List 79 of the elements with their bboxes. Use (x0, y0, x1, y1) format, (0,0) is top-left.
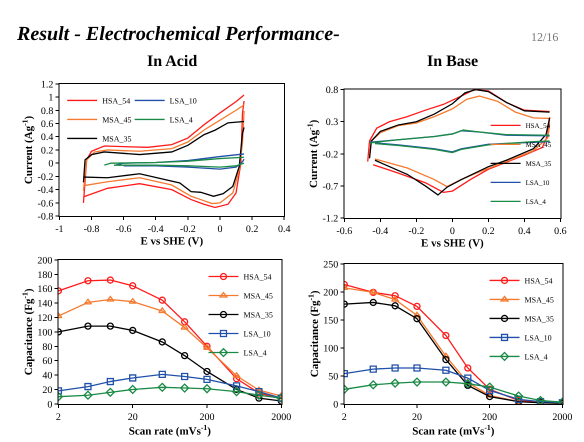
x-tick-label: 20 (412, 412, 422, 423)
legend-label: HSA_54 (102, 96, 130, 106)
x-tick-label: -0.2 (408, 226, 424, 238)
x-tick-label: -0.6 (116, 224, 132, 236)
legend-label: MSA_45 (102, 116, 132, 125)
y-tick-label: 0.6 (40, 118, 54, 130)
x-tick-label: 200 (482, 412, 498, 423)
y-tick-label: 120 (37, 312, 52, 324)
x-axis-title: Scan rate (mVs$^{-1}$) (128, 422, 212, 438)
x-tick-label: 200 (200, 412, 215, 423)
y-tick-label: 80 (42, 342, 52, 353)
y-tick-label: -0.4 (38, 185, 54, 196)
y-tick-label: 0.2 (40, 145, 54, 156)
x-tick-label: 2 (56, 412, 61, 423)
x-axis-title: E vs SHE (V) (421, 237, 484, 250)
y-tick-label: 250 (323, 259, 338, 270)
y-tick-label: 0.4 (40, 132, 54, 144)
y-tick-label: 180 (37, 270, 52, 281)
x-tick-label: -0.4 (372, 226, 388, 238)
text: Result - Electrochemical Performance- (16, 23, 340, 45)
x-tick-label: 0 (217, 224, 222, 236)
y-tick-label: -0.8 (38, 212, 54, 223)
legend-label: HSA_54 (243, 272, 272, 282)
y-tick-label: 50 (328, 371, 338, 382)
legend-label: MSA_35 (524, 314, 554, 324)
y-tick-label: -0.7 (322, 181, 338, 192)
x-tick-label: 20 (128, 412, 138, 423)
x-tick-label: -0.2 (180, 224, 196, 236)
y-tick-label: 0 (48, 158, 54, 170)
x-axis-title: E vs SHE (V) (140, 235, 204, 248)
y-tick-label: 60 (42, 356, 52, 368)
x-tick-label: -0.8 (84, 224, 100, 236)
legend-label: HSA_54 (524, 276, 553, 286)
legend-label: LSA_10 (524, 334, 552, 343)
legend-label: MSA_35 (102, 134, 132, 144)
y-tick-label: 40 (42, 370, 52, 382)
x-tick-label: 0.2 (482, 226, 495, 238)
y-tick-label: -0.6 (38, 198, 54, 210)
x-tick-label: 0.4 (518, 226, 531, 238)
y-tick-label: -1.2 (322, 214, 338, 225)
legend-label: LSA_4 (524, 352, 548, 362)
y-tick-label: 0.3 (326, 117, 338, 128)
y-tick-label: 0.8 (326, 85, 338, 96)
x-tick-label: -0.6 (336, 226, 352, 238)
legend-label: LSA_10 (243, 330, 271, 339)
legend-label: MSA_35 (243, 310, 273, 320)
x-axis-title: Scan rate (mVs$^{-1}$) (412, 422, 495, 438)
x-tick-label: 0.4 (278, 224, 290, 236)
y-tick-label: 100 (37, 327, 52, 338)
y-tick-label: 200 (37, 255, 52, 266)
y-tick-label: 1 (48, 92, 54, 104)
legend-label: MSA_45 (524, 296, 554, 305)
legend-label: LSA_10 (170, 96, 197, 106)
chart-title: In Acid (147, 53, 198, 70)
y-tick-label: 200 (323, 287, 338, 298)
chart-title: In Base (427, 53, 478, 70)
y-tick-label: 0 (333, 399, 338, 410)
x-tick-label: 0.2 (246, 224, 258, 236)
x-tick-label: 2 (342, 412, 347, 423)
legend-label: MSA_45 (243, 292, 273, 301)
y-tick-label: 1.2 (40, 79, 54, 90)
y-tick-label: -0.2 (322, 149, 338, 160)
legend-label: LSA_4 (170, 116, 193, 125)
y-tick-label: 20 (42, 384, 52, 396)
x-tick-label: 0.6 (554, 226, 567, 238)
x-tick-label: 2000 (552, 412, 572, 423)
y-tick-label: 150 (323, 315, 338, 326)
y-tick-label: 100 (323, 343, 338, 354)
text: 12/16 (531, 30, 558, 44)
y-tick-label: 160 (37, 284, 52, 296)
y-tick-label: 0.8 (40, 106, 54, 117)
legend-label: LSA_4 (243, 348, 267, 358)
y-tick-label: 140 (37, 298, 52, 310)
y-tick-label: 0 (47, 399, 52, 410)
x-tick-label: 0 (450, 226, 455, 238)
x-tick-label: -1 (55, 224, 64, 236)
x-tick-label: 2000 (271, 412, 292, 423)
y-tick-label: -0.2 (38, 172, 54, 183)
x-tick-label: -0.4 (148, 224, 164, 236)
